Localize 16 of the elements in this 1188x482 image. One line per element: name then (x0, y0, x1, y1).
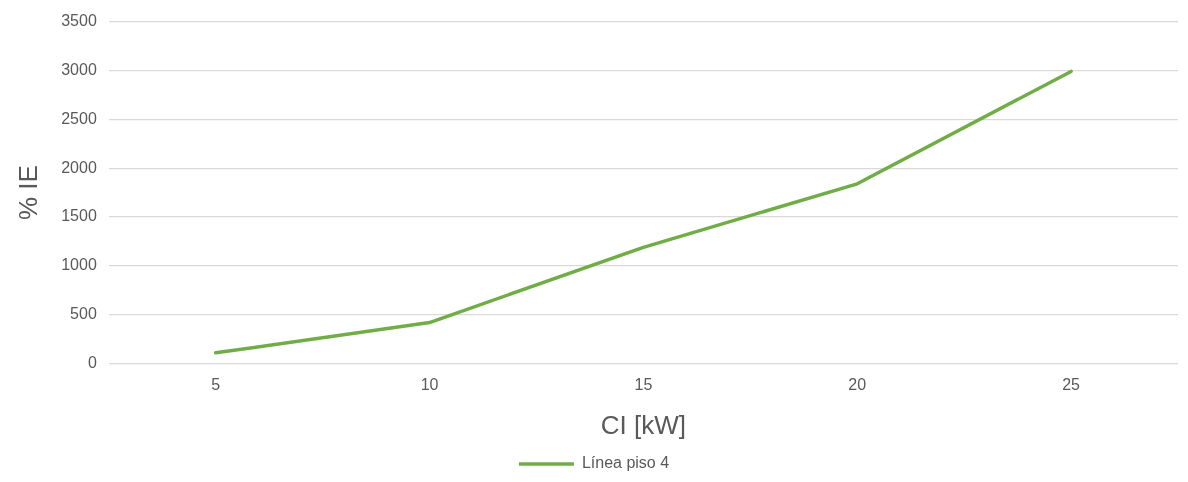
y-tick-label: 1000 (61, 256, 97, 274)
y-tick-label: 500 (70, 305, 97, 323)
y-tick-label: 0 (87, 354, 97, 372)
legend-label: Línea piso 4 (581, 454, 670, 472)
y-tick-label: 3000 (61, 60, 97, 78)
x-tick-label: 20 (848, 375, 867, 393)
y-tick-label: 2500 (61, 109, 97, 127)
x-axis-title: CI [kW] (600, 409, 687, 440)
y-axis-title: % IE (12, 165, 43, 221)
x-tick-label: 25 (1062, 375, 1081, 393)
x-tick-label: 5 (211, 375, 221, 393)
y-tick-label: 2000 (61, 158, 97, 176)
y-tick-label: 3500 (61, 12, 97, 30)
y-tick-label: 1500 (61, 207, 97, 225)
x-tick-label: 15 (634, 375, 653, 393)
x-tick-label: 10 (420, 375, 439, 393)
